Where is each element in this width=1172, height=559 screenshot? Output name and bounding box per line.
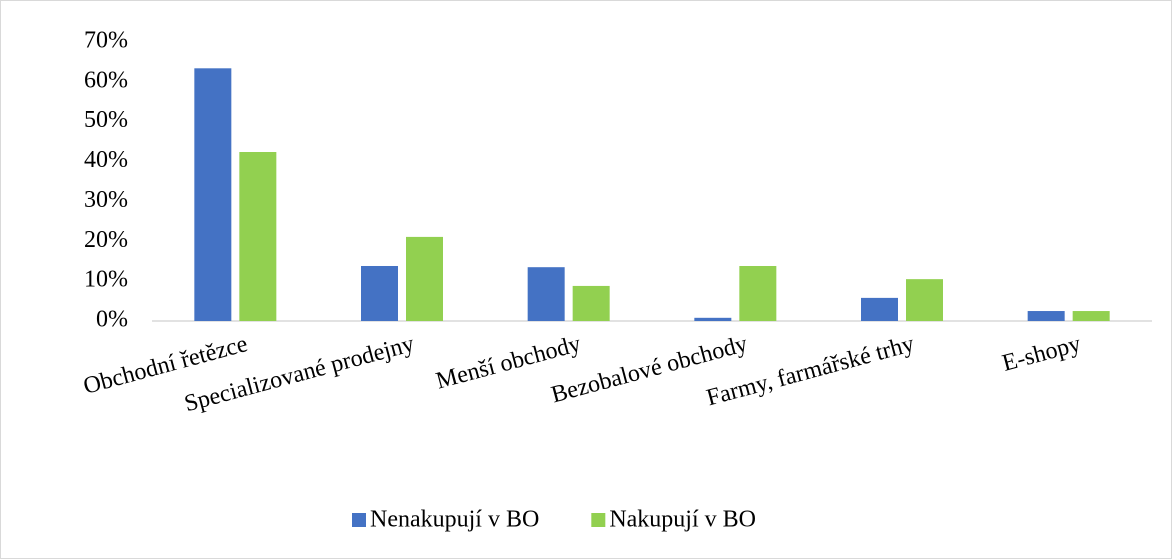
bar	[194, 68, 232, 321]
bar	[239, 152, 277, 321]
y-tick-label: 60%	[84, 67, 128, 93]
y-tick-label: 20%	[84, 227, 128, 253]
legend-label: Nakupují v BO	[609, 507, 756, 533]
bar	[1027, 311, 1065, 321]
bar	[527, 267, 565, 321]
bar	[361, 265, 398, 321]
legend-swatch	[591, 513, 606, 527]
y-tick-label: 30%	[84, 187, 128, 213]
bar	[739, 265, 777, 321]
y-tick-label: 0%	[96, 307, 128, 333]
bar	[694, 317, 732, 321]
bar	[406, 236, 443, 321]
legend-swatch	[352, 513, 366, 527]
bar	[1072, 311, 1110, 321]
bar	[861, 297, 898, 321]
y-tick-label: 50%	[84, 107, 128, 133]
y-tick-label: 10%	[84, 267, 128, 293]
y-tick-label: 70%	[84, 28, 128, 54]
y-tick-label: 40%	[84, 147, 128, 173]
legend-label: Nenakupují v BO	[370, 507, 539, 533]
bar	[906, 279, 943, 321]
bar	[572, 285, 610, 321]
